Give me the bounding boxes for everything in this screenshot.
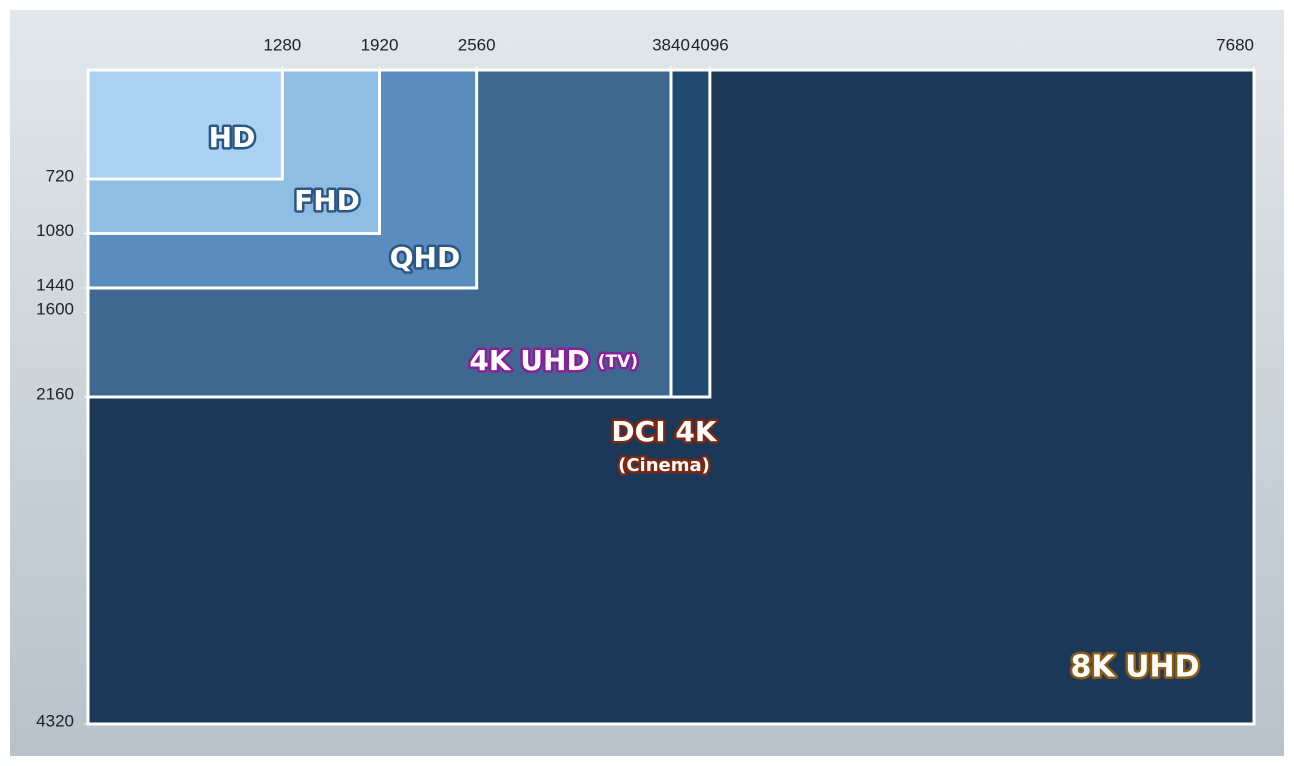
resolution-note: (TV): [598, 352, 638, 372]
resolution-name: 4K UHD: [469, 344, 589, 377]
y-tick-label: 1080: [36, 221, 74, 240]
y-tick-label: 4320: [36, 711, 74, 730]
x-tick-label: 3840: [652, 35, 690, 54]
x-tick-label: 7680: [1216, 35, 1254, 54]
resolution-label: 8K UHD: [1071, 650, 1200, 685]
x-tick-label: 4096: [691, 35, 729, 54]
resolution-note: (Cinema): [618, 455, 710, 476]
x-tick-label: 1280: [263, 35, 301, 54]
y-tick-label: 1600: [36, 300, 74, 319]
resolution-label: QHD: [390, 241, 460, 274]
resolution-label: HD: [209, 121, 256, 154]
resolution-label: FHD: [294, 184, 360, 217]
y-tick-label: 720: [46, 166, 74, 185]
plot: 8K UHD DCI 4K (Cinema) 4K UHD (TV) QHD FHD HD 12…: [36, 35, 1256, 730]
y-tick-label: 2160: [36, 384, 74, 403]
resolution-label: DCI 4K: [611, 415, 717, 448]
y-tick-label: 1440: [36, 275, 74, 294]
resolution-rect: [86, 68, 284, 181]
x-tick-label: 2560: [458, 35, 496, 54]
resolution-label: 4K UHD (TV): [469, 344, 638, 377]
x-tick-label: 1920: [361, 35, 399, 54]
